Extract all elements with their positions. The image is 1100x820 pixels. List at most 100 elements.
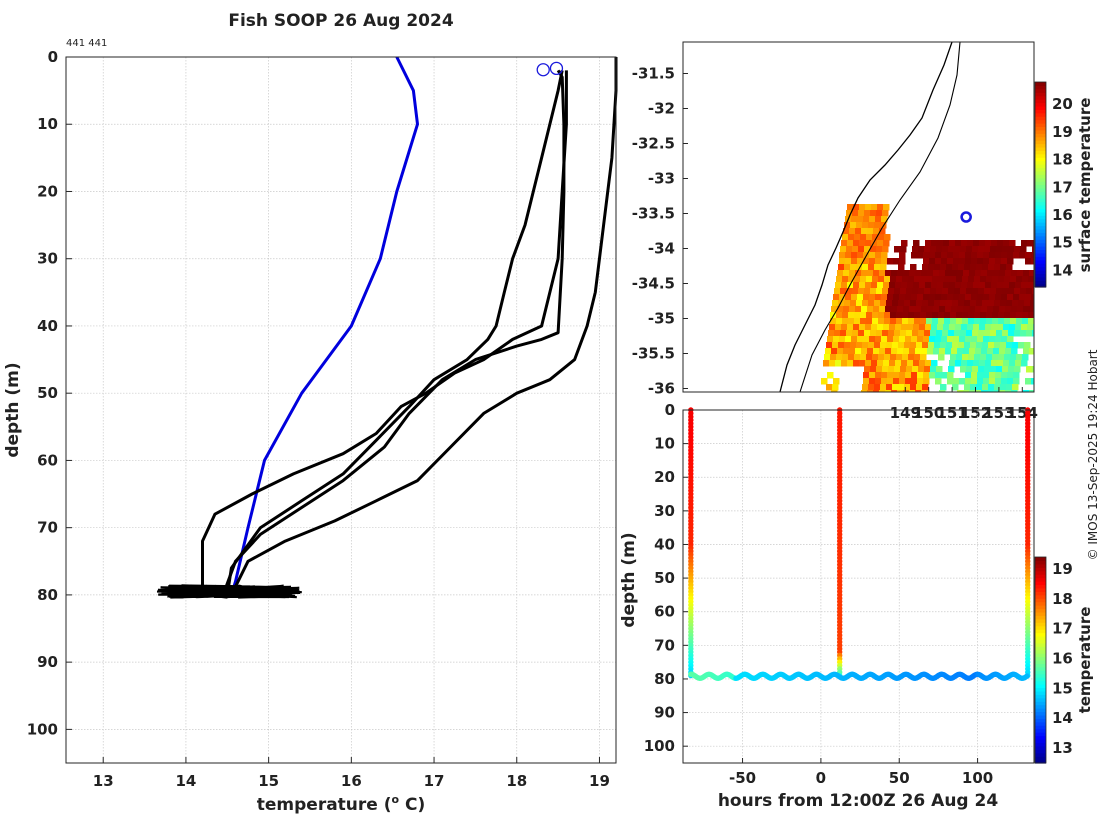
- profile-line: [201, 70, 568, 595]
- sst-pixel: [918, 288, 925, 295]
- profile-axes-box: [65, 56, 617, 764]
- section-panel: -50 0 50 100 0 10 20 30 40 50 60 70 80 90 100 hours fr…: [619, 401, 1094, 811]
- colorbar-segment: [1035, 146, 1046, 151]
- sst-pixel: [1006, 384, 1013, 391]
- section-x-tick-label: -50: [729, 769, 756, 787]
- sst-pixel: [972, 246, 979, 253]
- colorbar-tick-label: 13: [1052, 739, 1073, 757]
- y-tick-label: 100: [27, 720, 58, 738]
- sst-colorbar: 14 15 16 17 18 19 20: [1034, 81, 1073, 288]
- map-x-tick-label: 151: [936, 404, 967, 422]
- colorbar-segment: [1035, 136, 1046, 141]
- section-y-tick-label: 40: [654, 535, 675, 553]
- sst-pixel: [951, 306, 958, 313]
- colorbar-segment: [1035, 157, 1046, 162]
- sst-pixel: [918, 246, 925, 253]
- sst-pixel: [935, 252, 942, 259]
- x-tick-label: 13: [93, 772, 114, 790]
- sst-pixel: [948, 246, 955, 253]
- sst-pixel: [949, 360, 956, 367]
- sst-pixel: [879, 390, 886, 392]
- sst-pixel: [924, 288, 931, 295]
- sst-pixel: [935, 336, 942, 343]
- sst-pixel: [939, 390, 946, 392]
- sst-pixel: [902, 312, 909, 319]
- sst-pixel: [862, 222, 869, 229]
- sst-pixel: [864, 366, 871, 373]
- sst-pixel: [845, 336, 852, 343]
- sst-pixel: [1012, 300, 1019, 307]
- colorbar-segment: [1035, 235, 1046, 240]
- sst-pixel: [853, 240, 860, 247]
- sst-pixel: [876, 366, 883, 373]
- colorbar-segment: [1035, 714, 1046, 719]
- sst-pixel: [825, 348, 832, 355]
- sst-pixel: [911, 372, 918, 379]
- sst-pixel: [886, 342, 893, 349]
- map-ticks: -31.5 -32 -32.5 -33 -33.5 -34 -34.5 -35 -35.5 -36…: [632, 65, 1038, 423]
- sst-pixel: [847, 240, 854, 247]
- sst-pixel: [879, 270, 886, 277]
- shelf-contour: [799, 42, 961, 392]
- sst-pixel: [970, 342, 977, 349]
- sst-pixel: [926, 318, 933, 325]
- sst-pixel: [1013, 372, 1020, 379]
- sst-pixel: [970, 300, 977, 307]
- colorbar-segment: [1035, 567, 1046, 572]
- sst-pixel: [966, 288, 973, 295]
- sst-pixel: [947, 258, 954, 265]
- sst-pixel: [850, 342, 857, 349]
- sst-pixel: [837, 270, 844, 277]
- section-y-tick-label: 0: [665, 401, 675, 419]
- sst-pixel: [861, 270, 868, 277]
- sst-pixel: [821, 378, 828, 385]
- sst-pixel: [897, 306, 904, 313]
- sst-pixel: [1009, 240, 1016, 247]
- sst-pixel: [994, 384, 1001, 391]
- sst-pixel: [936, 330, 943, 337]
- sst-pixel: [989, 336, 996, 343]
- sst-pixel: [941, 258, 948, 265]
- sst-pixel: [881, 294, 888, 301]
- sst-pixel: [973, 324, 980, 331]
- sst-pixel: [967, 282, 974, 289]
- sst-pixel: [848, 318, 855, 325]
- sst-pixel: [852, 246, 859, 253]
- colorbar-frame: [1034, 556, 1047, 764]
- sst-pixel: [908, 354, 915, 361]
- y-axis-label: depth (m): [3, 362, 23, 457]
- sst-pixel: [890, 276, 897, 283]
- sst-pixel: [874, 264, 881, 271]
- sst-pixel: [990, 330, 997, 337]
- colorbar-segment: [1035, 618, 1046, 623]
- sst-pixel: [873, 348, 880, 355]
- sst-pixel: [925, 324, 932, 331]
- sst-pixel: [975, 306, 982, 313]
- sst-pixel: [861, 390, 868, 392]
- sst-pixel: [1011, 270, 1018, 277]
- sst-pixel: [959, 252, 966, 259]
- sst-pixel: [917, 252, 924, 259]
- sst-pixel: [861, 228, 868, 235]
- sst-pixel: [1010, 276, 1017, 283]
- sst-pixel: [944, 276, 951, 283]
- sst-pixel: [963, 270, 970, 277]
- map-axes-box: [682, 41, 1035, 393]
- sst-pixel: [863, 294, 870, 301]
- sst-pixel: [966, 246, 973, 253]
- section-y-tick-label: 50: [654, 569, 675, 587]
- colorbar-segment: [1035, 170, 1046, 175]
- sst-pixel: [831, 348, 838, 355]
- sst-pixel: [914, 318, 921, 325]
- sst-pixel: [989, 252, 996, 259]
- sst-pixel: [1000, 300, 1007, 307]
- sst-pixel: [923, 294, 930, 301]
- sst-pixel: [985, 282, 992, 289]
- sst-pixel: [854, 234, 861, 241]
- sst-pixel: [943, 282, 950, 289]
- sst-pixel: [987, 390, 994, 392]
- colorbar-segment: [1035, 557, 1046, 562]
- sst-pixel: [914, 354, 921, 361]
- sst-pixel: [842, 276, 849, 283]
